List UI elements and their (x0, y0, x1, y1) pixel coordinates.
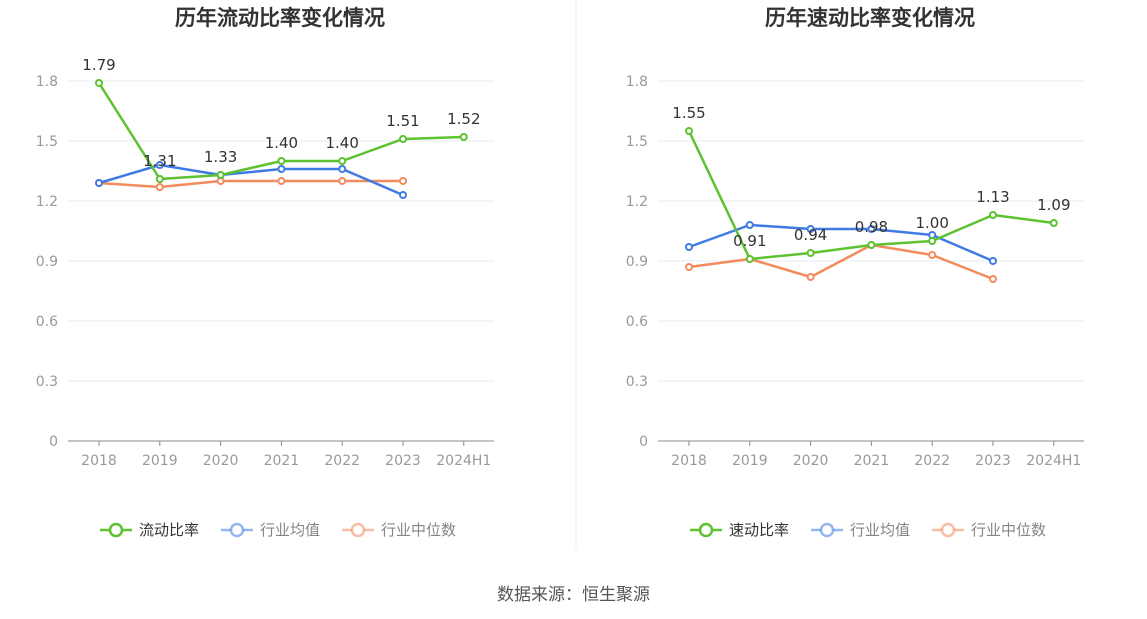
data-label: 1.31 (143, 152, 176, 170)
legend-marker (819, 522, 835, 538)
data-point (685, 263, 693, 271)
y-tick-label: 1.2 (36, 194, 58, 210)
y-tick-label: 0.3 (36, 374, 58, 390)
data-point (338, 157, 347, 165)
data-point (806, 273, 815, 281)
x-tick-label: 2018 (671, 453, 707, 469)
x-tick-label: 2019 (732, 453, 768, 469)
data-label: 0.94 (794, 226, 827, 244)
y-tick-label: 0 (639, 434, 648, 450)
y-tick-label: 1.5 (36, 134, 58, 150)
data-point (95, 79, 103, 87)
data-point (806, 225, 815, 233)
data-label: 1.00 (915, 214, 948, 232)
legend-marker (698, 522, 714, 538)
data-point (155, 175, 164, 183)
chart-panel-2: 历年速动比率变化情况 0 0.3 0.6 0.9 1.2 1.5 1.8 2018 2019 202… (626, 6, 1084, 539)
chart-panel-1: 历年流动比率变化情况 0 0.3 0.6 0.9 1.2 1.5 1.8 2018 2019 202… (36, 6, 494, 539)
data-point (745, 255, 754, 263)
series-line (688, 223, 994, 263)
series-line (98, 163, 404, 197)
data-label: 1.33 (204, 148, 237, 166)
data-point (806, 249, 815, 257)
legend-label: 行业均值 (850, 521, 910, 539)
y-tick-label: 0.9 (36, 254, 58, 270)
x-tick-label: 2024H1 (1026, 453, 1081, 469)
data-point (399, 191, 407, 199)
data-point (216, 171, 225, 179)
y-tick-label: 0.3 (626, 374, 648, 390)
legend-label: 行业中位数 (971, 521, 1046, 539)
y-tick-label: 1.5 (626, 134, 648, 150)
legend-marker (940, 522, 956, 538)
legend-label: 行业均值 (260, 521, 320, 539)
data-point (867, 225, 876, 233)
data-point (338, 165, 347, 173)
series-line (98, 179, 403, 189)
data-point (399, 135, 407, 143)
chart-title: 历年速动比率变化情况 (765, 6, 975, 30)
y-tick-label: 1.2 (626, 194, 648, 210)
data-point (277, 157, 286, 165)
data-label: 1.09 (1037, 196, 1070, 214)
data-point (277, 165, 286, 173)
x-tick-label: 2021 (854, 453, 890, 469)
data-point (399, 177, 407, 185)
data-point (928, 237, 937, 245)
chart-title: 历年流动比率变化情况 (175, 6, 385, 30)
legend-label: 速动比率 (729, 521, 789, 539)
data-label: 1.51 (386, 112, 419, 130)
x-tick-label: 2022 (324, 453, 360, 469)
data-label: 1.13 (976, 188, 1009, 206)
y-tick-label: 0.9 (626, 254, 648, 270)
data-label: 1.79 (82, 56, 115, 74)
data-source-note: 数据来源：恒生聚源 (497, 585, 650, 605)
y-tick-label: 1.8 (36, 74, 58, 90)
data-label: 0.91 (733, 232, 766, 250)
data-point (989, 257, 997, 265)
x-tick-label: 2023 (385, 453, 421, 469)
data-point (338, 177, 347, 185)
legend-label: 行业中位数 (381, 521, 456, 539)
data-point (867, 241, 876, 249)
legend-marker (229, 522, 245, 538)
data-point (277, 177, 286, 185)
data-label: 1.55 (672, 104, 705, 122)
data-point (745, 221, 754, 229)
x-tick-label: 2021 (264, 453, 300, 469)
x-tick-label: 2023 (975, 453, 1011, 469)
data-point (155, 183, 164, 191)
legend-label: 流动比率 (139, 521, 199, 539)
data-point (989, 275, 997, 283)
x-tick-label: 2020 (203, 453, 239, 469)
data-point (1049, 219, 1058, 227)
data-label: 1.52 (447, 110, 480, 128)
data-point (989, 211, 997, 219)
data-point (685, 127, 693, 135)
data-label: 1.40 (265, 134, 298, 152)
data-point (459, 133, 468, 141)
y-tick-label: 0 (49, 434, 58, 450)
x-tick-label: 2024H1 (436, 453, 491, 469)
y-tick-label: 0.6 (626, 314, 648, 330)
data-point (155, 161, 164, 169)
data-point (928, 251, 937, 259)
data-point (95, 179, 103, 187)
x-tick-label: 2019 (142, 453, 178, 469)
y-tick-label: 0.6 (36, 314, 58, 330)
legend-marker (350, 522, 366, 538)
y-tick-label: 1.8 (626, 74, 648, 90)
x-tick-label: 2018 (81, 453, 117, 469)
x-tick-label: 2020 (793, 453, 829, 469)
data-label: 0.98 (855, 218, 888, 236)
series-line (688, 243, 994, 281)
data-point (685, 243, 693, 251)
data-label: 1.40 (325, 134, 358, 152)
legend-marker (108, 522, 124, 538)
x-tick-label: 2022 (914, 453, 950, 469)
